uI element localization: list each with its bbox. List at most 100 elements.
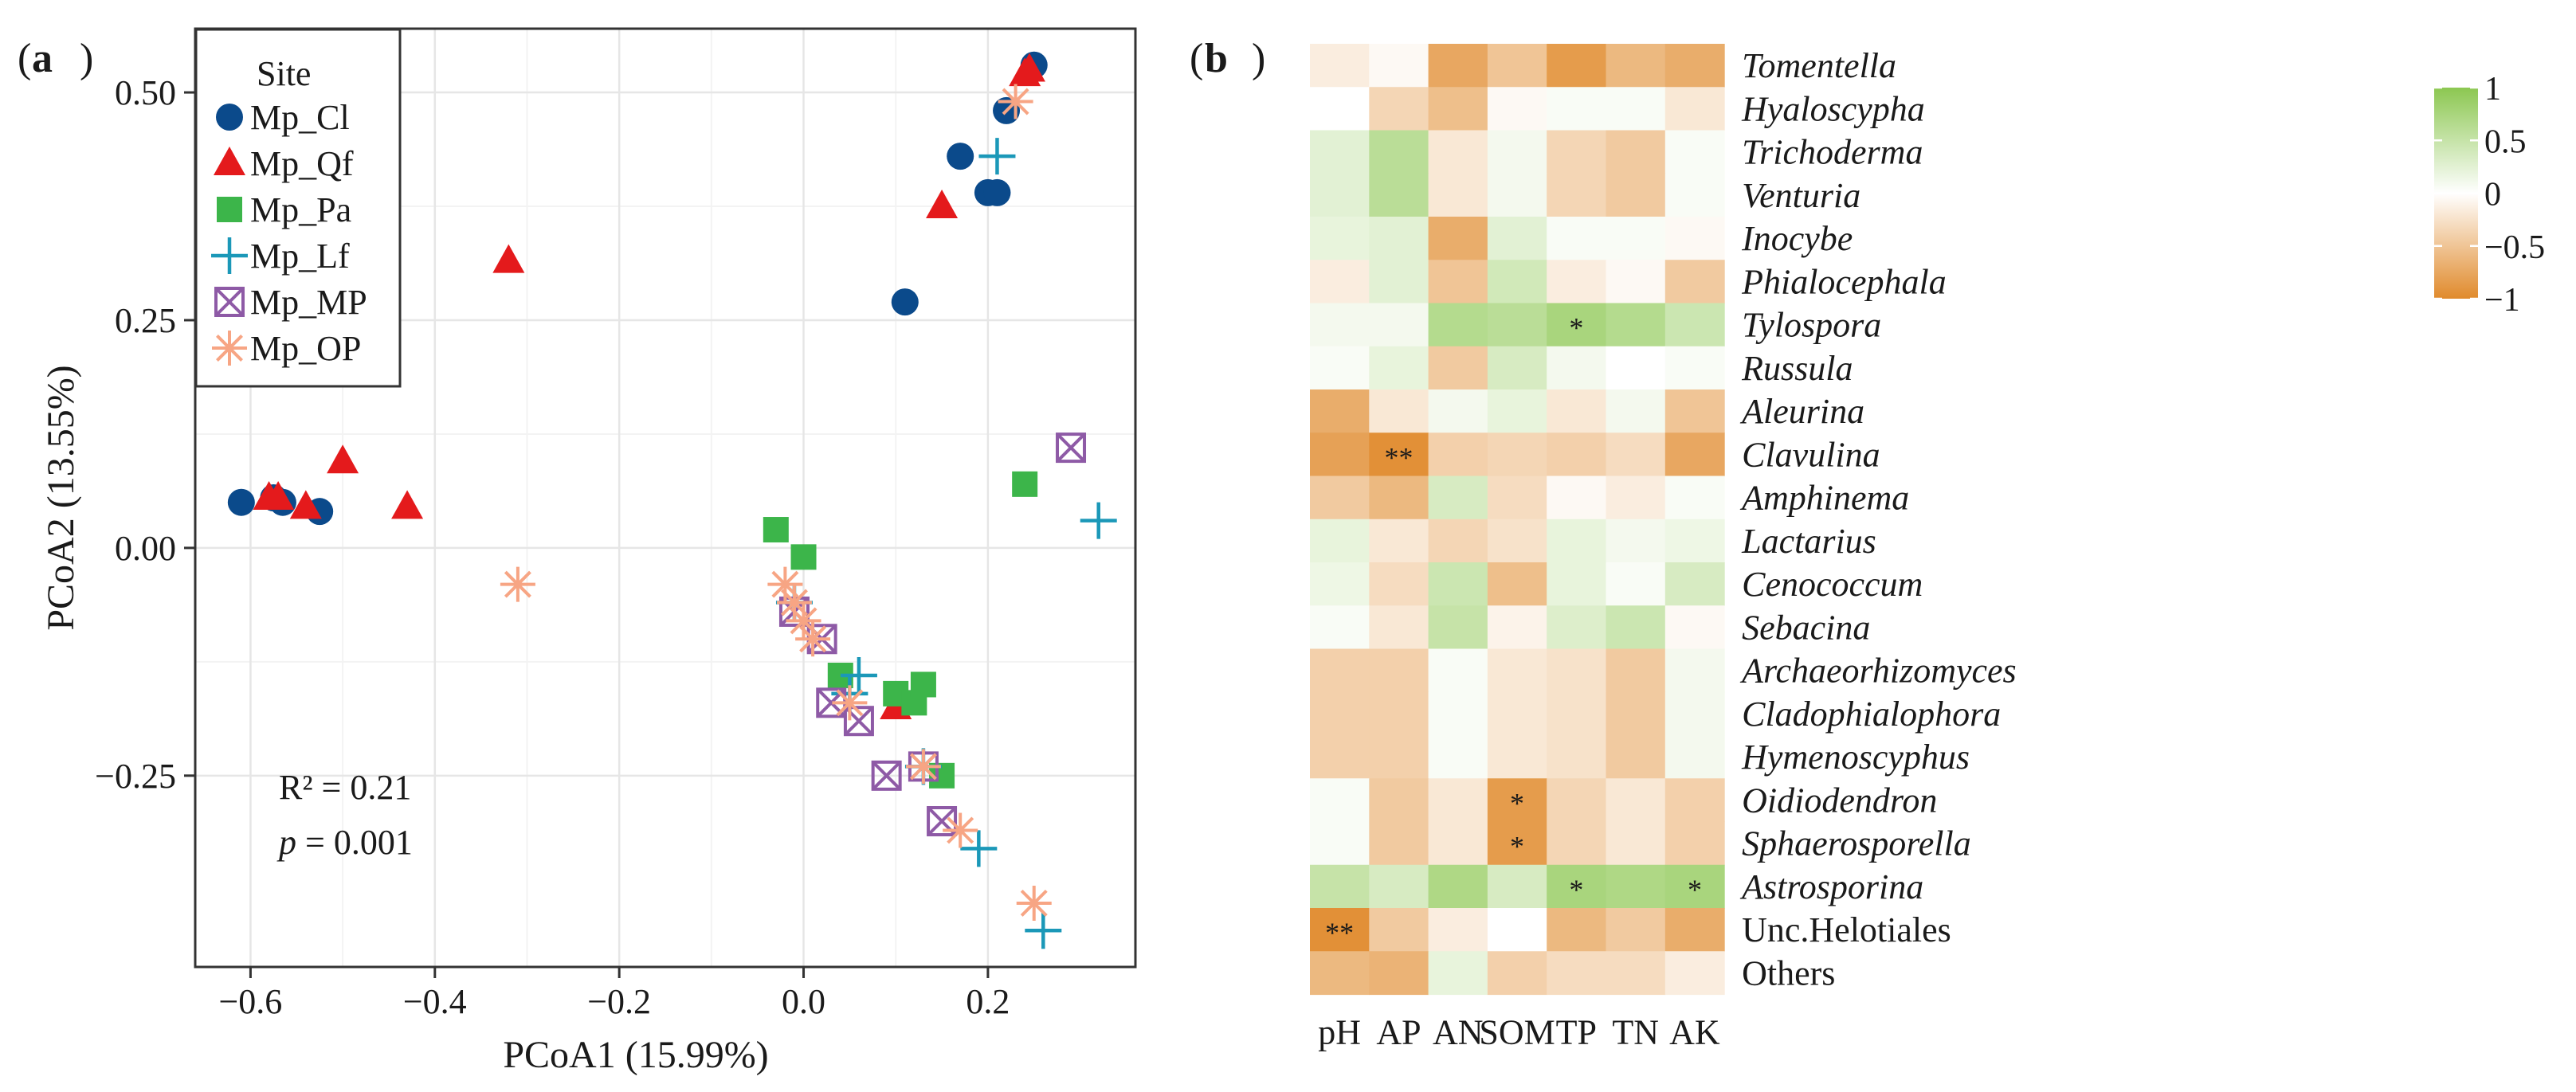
heatmap-cell — [1310, 44, 1370, 88]
row-label: Aleurina — [1739, 392, 1864, 431]
heatmap-cell — [1547, 605, 1607, 650]
heatmap-cell — [1487, 217, 1547, 260]
row-label: Archaeorhizomyces — [1739, 652, 2017, 691]
heatmap-cell — [1664, 217, 1725, 260]
colorbar-tick-label: −0.5 — [2484, 229, 2545, 266]
marker-shape — [214, 287, 245, 317]
heatmap-cell — [1310, 735, 1370, 779]
heatmap-cell — [1547, 217, 1607, 260]
heatmap-cell — [1369, 217, 1429, 260]
annotation-p: p = 0.001 — [276, 823, 413, 862]
heatmap-cell — [1547, 44, 1607, 88]
marker-shape — [790, 544, 817, 570]
heatmap-cell — [1428, 346, 1488, 390]
heatmap-cell — [1428, 648, 1488, 693]
point-mp-lf — [1025, 912, 1062, 949]
heatmap-cell — [1664, 346, 1725, 390]
heatmap-cell — [1369, 562, 1429, 606]
heatmap-cell — [1310, 562, 1370, 606]
marker-shape — [327, 444, 359, 474]
heatmap-cell — [1606, 432, 1666, 477]
heatmap-cell — [1664, 130, 1725, 174]
legend-marker-mp-qf — [214, 147, 245, 175]
heatmap-cell — [1547, 691, 1607, 736]
heatmap-cell — [1487, 346, 1547, 390]
heatmap-cell — [1547, 864, 1607, 909]
heatmap-cell — [1664, 864, 1725, 909]
heatmap-cell — [1310, 260, 1370, 304]
row-label: Tomentella — [1742, 46, 1896, 85]
marker-shape — [492, 244, 525, 273]
heatmap-cell — [1310, 217, 1370, 260]
heatmap-cell — [1547, 432, 1607, 477]
heatmap-row-labels: Tomentella Hyaloscypha Trichoderma Venturia… — [1739, 46, 2017, 992]
heatmap-cell — [1547, 648, 1607, 693]
heatmap-cell — [1487, 87, 1547, 131]
colorbar: 1 0.5 0 −0.5 −1 — [2434, 71, 2545, 319]
heatmap-cell — [1547, 519, 1607, 563]
point-mp-cl — [947, 143, 974, 170]
legend-label-mp-op: Mp_OP — [250, 329, 361, 368]
legend-label-mp-lf: Mp_Lf — [250, 237, 350, 276]
marker-shape — [262, 481, 295, 510]
point-mp-lf — [1080, 502, 1117, 539]
heatmap-cells: ****** *** — [1310, 44, 1725, 996]
heatmap-cell — [1369, 605, 1429, 650]
legend-marker-mp-pa — [217, 197, 242, 222]
row-label: Unc.Helotiales — [1742, 910, 1951, 949]
x-tick-label: −0.6 — [218, 982, 282, 1021]
point-mp-pa — [1012, 471, 1038, 497]
point-mp-op — [786, 603, 821, 639]
heatmap-cell — [1310, 605, 1370, 650]
x-axis-label-a: PCoA1 (15.99%) — [503, 1034, 768, 1076]
heatmap-cell — [1428, 87, 1488, 131]
heatmap-cell — [1428, 691, 1488, 736]
heatmap-cell — [1547, 260, 1607, 304]
heatmap-cell — [1606, 648, 1666, 693]
colorbar-tick-label: 1 — [2484, 71, 2501, 108]
heatmap-cell — [1664, 605, 1725, 650]
marker-shape — [1012, 471, 1038, 497]
significance-marker: * — [1688, 874, 1702, 906]
heatmap-cell — [1606, 562, 1666, 606]
point-mp-op — [905, 749, 941, 785]
heatmap-cell — [1664, 303, 1725, 347]
y-tick-label: 0.25 — [115, 301, 176, 340]
marker-shape — [1056, 432, 1086, 463]
heatmap-cell — [1606, 778, 1666, 823]
significance-marker: * — [1569, 874, 1583, 906]
heatmap-cell — [1606, 130, 1666, 174]
marker-shape — [763, 517, 789, 543]
heatmap-cell — [1310, 346, 1370, 390]
x-tick-label: 0.2 — [966, 982, 1010, 1021]
heatmap-cell — [1428, 260, 1488, 304]
heatmap-cell — [1606, 346, 1666, 390]
point-mp-lf — [960, 830, 998, 867]
heatmap-cell — [1428, 821, 1488, 866]
marker-shape — [214, 287, 245, 317]
marker-shape — [947, 143, 974, 170]
marker-shape — [1020, 889, 1048, 917]
marker-shape — [843, 706, 874, 737]
heatmap-cell — [1487, 476, 1547, 520]
marker-shape — [836, 689, 864, 717]
marker-shape — [504, 570, 531, 598]
heatmap-cell — [1310, 648, 1370, 693]
column-label: TN — [1612, 1013, 1659, 1052]
heatmap-cell — [1428, 562, 1488, 606]
heatmap-cell — [1369, 476, 1429, 520]
colorbar-tick-label: −1 — [2484, 282, 2520, 319]
marker-shape — [799, 625, 827, 653]
point-mp-op — [767, 566, 803, 602]
heatmap-cell — [1428, 778, 1488, 823]
heatmap-cell — [1547, 562, 1607, 606]
legend-label-mp-mp: Mp_MP — [250, 283, 367, 322]
heatmap-cell — [1606, 908, 1666, 952]
x-tick-label: 0.0 — [782, 982, 825, 1021]
marker-shape — [217, 197, 242, 222]
heatmap-cell — [1547, 735, 1607, 779]
row-label: Sebacina — [1742, 608, 1870, 647]
panel-a: ( a ) −0.6 −0.4 −0.2 0.0 0.2 −0.25 0.00 0.25 0.5… — [18, 27, 1137, 1076]
marker-shape — [927, 806, 958, 837]
heatmap-cell — [1369, 951, 1429, 996]
